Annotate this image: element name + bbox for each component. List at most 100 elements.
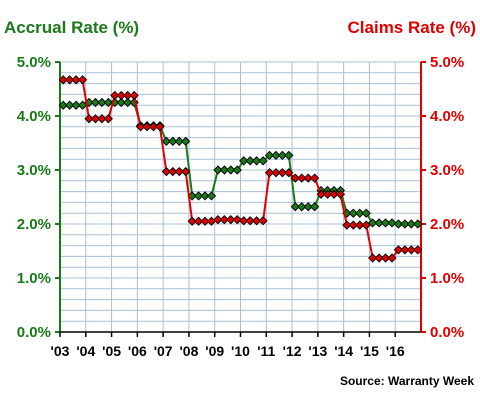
- data-point: [245, 156, 255, 166]
- y-tick-label-right: 0.0%: [430, 324, 464, 341]
- data-point: [200, 191, 210, 201]
- data-point: [290, 202, 300, 212]
- data-point: [387, 253, 397, 263]
- x-tick-label: '07: [154, 343, 173, 359]
- data-point: [361, 220, 371, 230]
- x-tick-label: '05: [102, 343, 121, 359]
- data-point: [123, 90, 133, 101]
- data-point: [374, 218, 384, 228]
- y-axis-right: 0.0% 1.0% 2.0% 3.0% 4.0% 5.0%: [421, 54, 464, 341]
- y-tick-label-right: 1.0%: [430, 270, 464, 287]
- data-point: [271, 150, 281, 161]
- data-point: [284, 168, 294, 178]
- x-tick-label: '13: [308, 343, 327, 359]
- data-point: [251, 216, 262, 226]
- series-layer: [58, 75, 423, 263]
- data-point: [393, 219, 404, 229]
- data-point: [65, 100, 75, 110]
- x-tick-label: '16: [386, 343, 405, 359]
- data-point: [400, 219, 410, 229]
- data-point: [355, 220, 365, 230]
- data-point: [161, 136, 172, 147]
- y-tick-label-right: 4.0%: [430, 108, 464, 125]
- series-accrual: [58, 97, 423, 229]
- gridlines: [59, 61, 422, 333]
- data-point: [361, 208, 371, 218]
- data-point: [187, 216, 197, 226]
- data-point: [368, 253, 378, 263]
- data-point: [380, 253, 391, 263]
- data-point: [97, 97, 107, 108]
- x-tick-label: '15: [360, 343, 379, 359]
- data-point: [297, 173, 307, 183]
- y-axis-left: 0.0% 1.0% 2.0% 3.0% 4.0% 5.0%: [17, 54, 60, 341]
- data-point: [174, 166, 184, 177]
- data-point: [309, 202, 320, 212]
- data-point: [181, 166, 191, 177]
- data-point: [277, 168, 288, 178]
- source-note: Source: Warranty Week: [340, 374, 474, 388]
- data-point: [355, 208, 365, 218]
- data-point: [161, 166, 172, 177]
- data-point: [168, 166, 178, 177]
- data-point: [322, 189, 333, 199]
- data-point: [303, 173, 313, 183]
- data-point: [110, 90, 120, 101]
- data-point: [239, 156, 249, 166]
- data-point: [155, 122, 165, 132]
- data-point: [374, 253, 384, 263]
- data-point: [400, 245, 410, 255]
- data-point: [297, 202, 307, 212]
- data-point: [168, 136, 178, 147]
- data-point: [393, 245, 404, 255]
- data-point: [219, 165, 230, 175]
- x-tick-label: '11: [257, 343, 275, 359]
- data-point: [406, 219, 416, 229]
- x-tick-label: '09: [205, 343, 224, 359]
- data-point: [348, 208, 358, 218]
- data-point: [90, 114, 101, 124]
- data-point: [277, 150, 288, 161]
- data-point: [58, 75, 68, 85]
- data-point: [174, 136, 184, 147]
- data-point: [103, 97, 113, 108]
- data-point: [251, 156, 262, 166]
- x-tick-label: '12: [283, 343, 302, 359]
- data-point: [58, 100, 68, 110]
- data-point: [226, 165, 236, 175]
- x-tick-label: '08: [179, 343, 198, 359]
- data-point: [413, 219, 423, 229]
- data-point: [84, 114, 94, 124]
- data-point: [181, 136, 191, 147]
- data-point: [232, 165, 242, 175]
- data-point: [406, 245, 416, 255]
- data-point: [193, 191, 204, 201]
- data-point: [226, 215, 236, 225]
- x-tick-label: '04: [76, 343, 95, 359]
- y-tick-label-left: 1.0%: [17, 270, 51, 287]
- data-point: [335, 189, 346, 199]
- title-left: Accrual Rate (%): [4, 18, 139, 37]
- series-claims: [58, 75, 423, 263]
- data-point: [219, 215, 230, 225]
- y-tick-label-right: 3.0%: [430, 162, 464, 179]
- data-point: [245, 216, 255, 226]
- data-point: [271, 168, 281, 178]
- data-point: [129, 90, 139, 101]
- data-point: [116, 97, 126, 108]
- data-point: [264, 168, 275, 178]
- data-point: [148, 122, 159, 132]
- data-point: [135, 122, 146, 132]
- data-point: [77, 100, 88, 110]
- data-point: [303, 202, 313, 212]
- data-point: [206, 191, 217, 201]
- data-point: [342, 220, 352, 230]
- data-point: [284, 150, 294, 161]
- data-point: [65, 75, 75, 85]
- title-right: Claims Rate (%): [348, 18, 476, 37]
- data-point: [309, 173, 320, 183]
- data-point: [213, 165, 223, 175]
- data-point: [142, 122, 152, 132]
- data-point: [123, 97, 133, 108]
- y-tick-label-left: 5.0%: [17, 54, 51, 71]
